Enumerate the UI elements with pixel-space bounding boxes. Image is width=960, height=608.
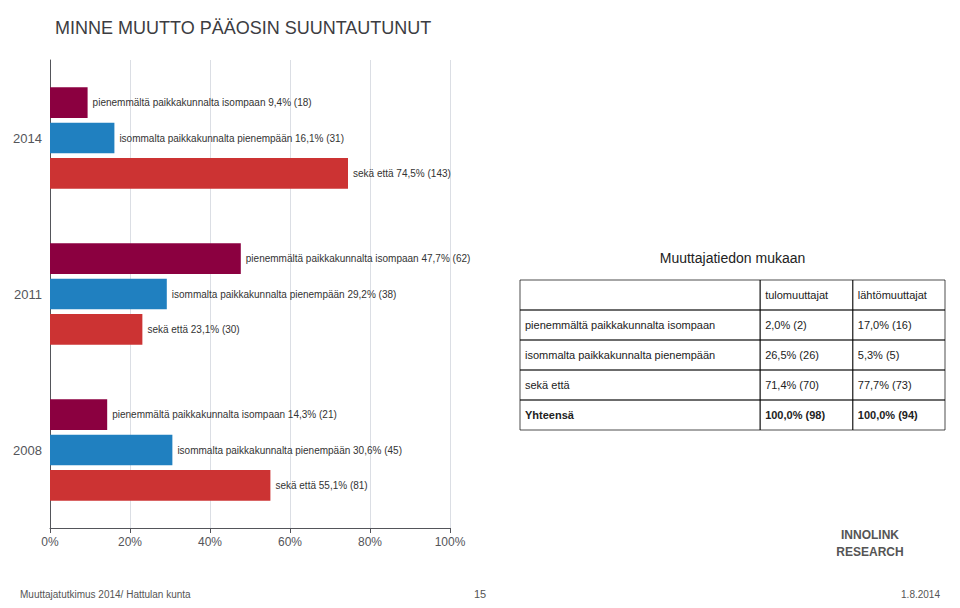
- svg-text:sekä että 74,5% (143): sekä että 74,5% (143): [353, 168, 451, 179]
- svg-text:Muuttajatutkimus 2014/ Hattula: Muuttajatutkimus 2014/ Hattulan kunta: [20, 589, 191, 600]
- svg-text:Muuttajatiedon mukaan: Muuttajatiedon mukaan: [660, 250, 806, 266]
- svg-text:60%: 60%: [278, 535, 302, 549]
- svg-text:2,0% (2): 2,0% (2): [765, 319, 807, 331]
- svg-text:2011: 2011: [14, 287, 42, 302]
- svg-text:2014: 2014: [13, 131, 42, 146]
- svg-text:20%: 20%: [118, 535, 142, 549]
- svg-text:pienemmältä paikkakunnalta iso: pienemmältä paikkakunnalta isompaan 14,3…: [112, 409, 337, 420]
- svg-text:lähtömuuttajat: lähtömuuttajat: [858, 289, 927, 301]
- svg-text:0%: 0%: [41, 535, 59, 549]
- svg-text:77,7% (73): 77,7% (73): [858, 379, 912, 391]
- svg-text:17,0% (16): 17,0% (16): [858, 319, 912, 331]
- svg-text:100,0% (94): 100,0% (94): [858, 409, 918, 421]
- svg-text:sekä että: sekä että: [525, 379, 571, 391]
- svg-text:40%: 40%: [198, 535, 222, 549]
- svg-text:pienemmältä paikkakunnalta iso: pienemmältä paikkakunnalta isompaan 47,7…: [246, 253, 471, 264]
- svg-text:1.8.2014: 1.8.2014: [901, 589, 940, 600]
- svg-text:5,3% (5): 5,3% (5): [858, 349, 900, 361]
- svg-text:100,0% (98): 100,0% (98): [765, 409, 825, 421]
- svg-text:15: 15: [474, 588, 486, 600]
- svg-text:71,4% (70): 71,4% (70): [765, 379, 819, 391]
- svg-text:INNOLINK: INNOLINK: [841, 528, 899, 542]
- svg-text:sekä että 23,1% (30): sekä että 23,1% (30): [147, 324, 239, 335]
- svg-text:tulomuuttajat: tulomuuttajat: [765, 289, 828, 301]
- svg-text:sekä että 55,1% (81): sekä että 55,1% (81): [275, 480, 367, 491]
- svg-text:2008: 2008: [13, 443, 42, 458]
- svg-text:RESEARCH: RESEARCH: [836, 545, 903, 559]
- svg-text:80%: 80%: [358, 535, 382, 549]
- svg-text:isommalta paikkakunnalta piene: isommalta paikkakunnalta pienempään 29,2…: [172, 289, 397, 300]
- svg-text:100%: 100%: [435, 535, 466, 549]
- svg-text:isommalta paikkakunnalta piene: isommalta paikkakunnalta pienempään 30,6…: [177, 445, 402, 456]
- svg-text:26,5% (26): 26,5% (26): [765, 349, 819, 361]
- svg-text:pienemmältä paikkakunnalta iso: pienemmältä paikkakunnalta isompaan: [525, 319, 715, 331]
- svg-text:isommalta paikkakunnalta piene: isommalta paikkakunnalta pienempään: [525, 349, 715, 361]
- svg-text:MINNE MUUTTO PÄÄOSIN SUUNTAUTU: MINNE MUUTTO PÄÄOSIN SUUNTAUTUNUT: [55, 18, 431, 38]
- svg-text:pienemmältä paikkakunnalta iso: pienemmältä paikkakunnalta isompaan 9,4%…: [93, 97, 312, 108]
- svg-text:Yhteensä: Yhteensä: [525, 409, 575, 421]
- svg-text:isommalta paikkakunnalta piene: isommalta paikkakunnalta pienempään 16,1…: [119, 133, 344, 144]
